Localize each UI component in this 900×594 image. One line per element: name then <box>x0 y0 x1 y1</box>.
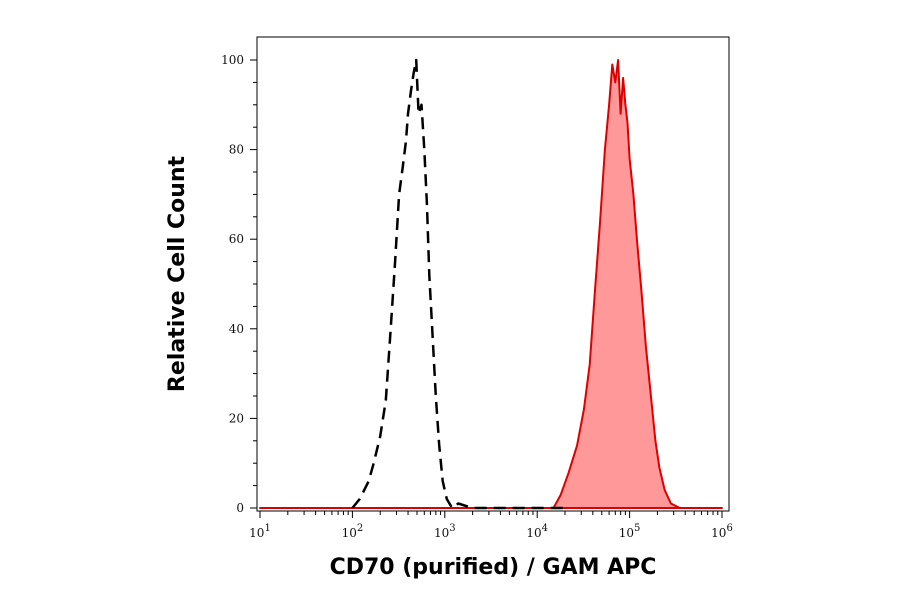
y-tick-label: 80 <box>229 143 244 157</box>
x-tick-label: 101 <box>249 523 271 540</box>
plot-frame <box>256 36 730 512</box>
y-axis: 0 20 40 60 80 100 <box>221 53 257 515</box>
x-axis-title: CD70 (purified) / GAM APC <box>330 555 657 580</box>
y-tick-label: 100 <box>221 53 244 67</box>
y-axis-title: Relative Cell Count <box>165 155 190 392</box>
x-tick-label: 106 <box>711 523 733 540</box>
y-tick-label: 0 <box>236 501 244 515</box>
x-tick-label: 102 <box>342 523 364 540</box>
x-tick-label: 105 <box>619 523 641 540</box>
x-tick-label: 104 <box>526 523 548 540</box>
series-dashed-histogram <box>351 58 565 510</box>
x-tick-label: 103 <box>434 523 456 540</box>
x-axis: 101 102 103 104 105 106 <box>249 511 733 540</box>
y-tick-label: 40 <box>229 322 244 336</box>
y-tick-label: 60 <box>229 232 244 246</box>
series-filled-histogram <box>259 59 723 509</box>
y-tick-label: 20 <box>229 411 244 425</box>
